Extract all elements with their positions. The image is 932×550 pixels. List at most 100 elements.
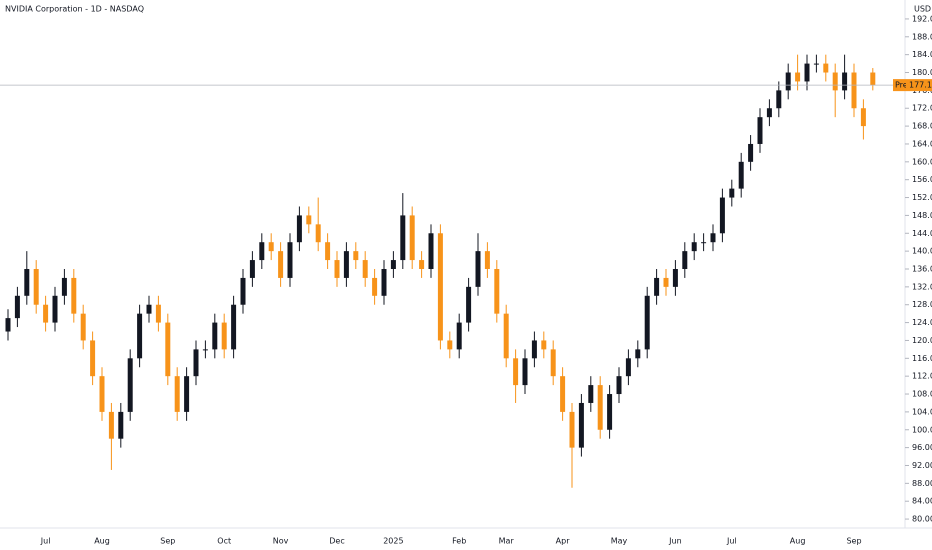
candle-body: [447, 340, 453, 350]
y-tick-label: 132.00: [912, 282, 932, 291]
y-tick-label: 184.00: [912, 50, 932, 59]
candle-body: [860, 108, 866, 127]
candle-body: [137, 313, 143, 359]
x-tick-label: 2025: [383, 537, 403, 546]
candle-body: [475, 251, 481, 287]
candle-body: [193, 349, 199, 377]
candle-body: [719, 197, 725, 234]
y-tick-label: 188.00: [912, 32, 932, 41]
candle-body: [155, 304, 161, 323]
chart-title: NVIDIA Corporation - 1D - NASDAQ: [5, 5, 144, 14]
y-tick-label: 168.00: [912, 122, 932, 131]
candle-body: [748, 143, 754, 162]
candle-body: [381, 269, 387, 296]
candle-body: [804, 63, 810, 82]
candle-body: [315, 224, 321, 243]
pre-label: Pre: [895, 81, 908, 90]
candle-body: [663, 277, 669, 287]
candle-body: [165, 322, 171, 377]
candle-body: [268, 242, 274, 252]
y-tick-label: 148.00: [912, 211, 932, 220]
y-tick-label: 140.00: [912, 247, 932, 256]
candle-body: [635, 349, 641, 359]
candle-body: [851, 72, 857, 109]
y-tick-label: 172.00: [912, 104, 932, 113]
candle-body: [682, 251, 688, 269]
candle-body: [353, 251, 359, 261]
y-tick-label: 92.00: [912, 461, 932, 470]
candle-body: [118, 411, 124, 439]
candle-body: [795, 72, 801, 82]
candle-body: [43, 304, 49, 323]
candle-body: [71, 277, 77, 314]
candle-body: [343, 251, 349, 278]
candle-body: [597, 385, 603, 430]
y-tick-label: 112.00: [912, 372, 932, 381]
candle-body: [710, 233, 716, 243]
y-tick-label: 116.00: [912, 354, 932, 363]
candle-body: [776, 90, 782, 109]
candle-body: [588, 385, 594, 403]
y-tick-label: 180.00: [912, 68, 932, 77]
candle-body: [644, 295, 650, 350]
x-tick-label: Jul: [726, 537, 737, 546]
candle-body: [550, 349, 556, 377]
candle-body: [672, 269, 678, 287]
last-price-label: 177.18: [909, 81, 932, 90]
candle-body: [372, 277, 378, 296]
candle-body: [221, 322, 227, 350]
candle-body: [127, 358, 133, 412]
candle-body: [691, 242, 697, 252]
candle-body: [494, 269, 500, 314]
candle-body: [522, 358, 528, 386]
y-tick-label: 160.00: [912, 157, 932, 166]
candle-body: [466, 286, 472, 323]
y-tick-label: 88.00: [912, 479, 932, 488]
candle-body: [90, 340, 96, 377]
candle-body: [607, 394, 613, 430]
candle-body: [231, 304, 237, 350]
candle-body: [757, 117, 763, 144]
candle-body: [616, 376, 622, 395]
candle-body: [832, 72, 838, 91]
x-tick-label: Sep: [160, 537, 175, 546]
candle-body: [823, 63, 829, 73]
y-tick-label: 152.00: [912, 193, 932, 202]
candle-body: [560, 376, 566, 412]
x-tick-label: Mar: [499, 537, 515, 546]
candle-body: [99, 376, 105, 412]
y-tick-label: 192.00: [912, 14, 932, 23]
x-tick-label: Feb: [452, 537, 466, 546]
candle-body: [212, 322, 218, 350]
y-tick-label: 144.00: [912, 229, 932, 238]
candle-body: [249, 260, 255, 278]
candle-body: [400, 215, 406, 261]
candle-body: [296, 215, 302, 243]
candle-body: [287, 242, 293, 278]
candle-body: [437, 233, 443, 341]
x-tick-label: Oct: [217, 537, 231, 546]
candle-body: [52, 295, 58, 323]
candle-body: [428, 233, 434, 269]
candle-body: [870, 72, 876, 86]
candle-body: [842, 72, 848, 91]
y-tick-label: 104.00: [912, 407, 932, 416]
candle-body: [240, 277, 246, 305]
x-tick-label: Jul: [40, 537, 51, 546]
candle-body: [785, 72, 791, 91]
x-tick-label: Apr: [556, 537, 571, 546]
candle-body: [484, 251, 490, 269]
last-price-tag: [906, 79, 932, 92]
candle-body: [625, 358, 631, 377]
candle-body: [325, 242, 331, 261]
y-tick-label: 108.00: [912, 390, 932, 399]
candle-body: [202, 349, 208, 351]
candle-body: [419, 260, 425, 269]
x-tick-label: Sep: [846, 537, 861, 546]
candle-body: [33, 269, 39, 305]
candle-body: [531, 340, 537, 359]
y-tick-label: 128.00: [912, 300, 932, 309]
candle-body: [61, 277, 67, 296]
candle-body: [278, 251, 284, 278]
